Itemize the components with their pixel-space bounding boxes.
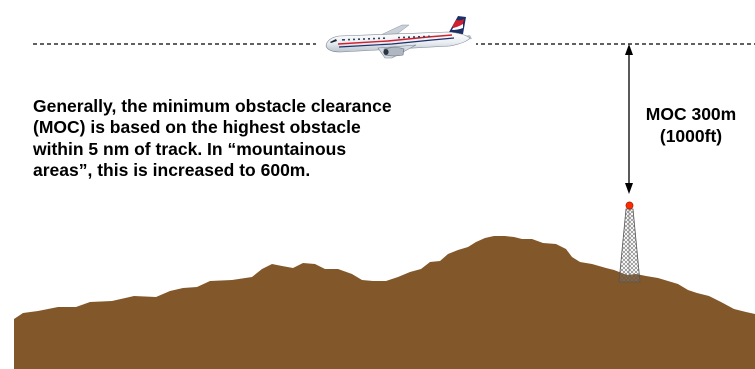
double-arrow-icon bbox=[625, 44, 633, 194]
airliner-icon bbox=[316, 16, 476, 60]
radio-mast-icon bbox=[618, 201, 641, 283]
obstacle-light bbox=[625, 201, 634, 210]
moc-value-feet: (1000ft) bbox=[659, 126, 723, 146]
moc-value-metres: MOC 300m bbox=[645, 104, 737, 124]
moc-label: MOC 300m (1000ft) bbox=[635, 103, 747, 147]
moc-description: Generally, the minimum obstacle clearanc… bbox=[33, 96, 392, 181]
terrain bbox=[14, 236, 755, 369]
